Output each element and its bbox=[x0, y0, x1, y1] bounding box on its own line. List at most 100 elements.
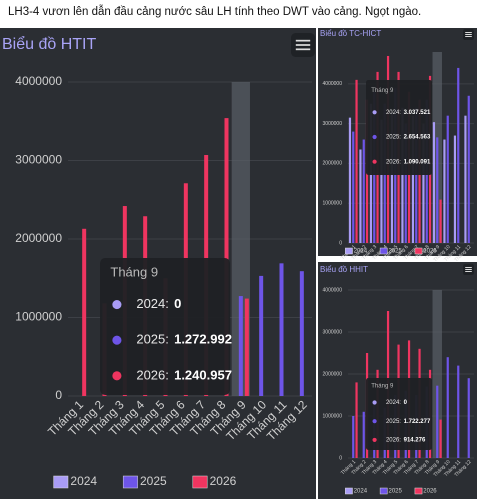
legend-swatch bbox=[379, 247, 388, 255]
legend-swatch bbox=[345, 487, 353, 495]
bar bbox=[362, 411, 365, 458]
bar bbox=[464, 115, 467, 243]
legend-label: 2026 bbox=[423, 489, 437, 495]
bar bbox=[82, 228, 87, 396]
y-tick-label: 1000000 bbox=[15, 310, 62, 324]
bar bbox=[359, 149, 362, 243]
tooltip-value: 1.090.091 bbox=[404, 159, 431, 165]
legend-label: 2024 bbox=[354, 489, 368, 495]
legend-swatch bbox=[379, 487, 388, 495]
tooltip-label: 2024: bbox=[136, 296, 169, 311]
tooltip-value: 3.037.521 bbox=[404, 110, 431, 116]
tooltip bbox=[100, 258, 230, 395]
tooltip-value: 0 bbox=[404, 400, 408, 406]
y-tick-label: 3000000 bbox=[323, 121, 343, 127]
tooltip-dot bbox=[372, 419, 377, 424]
y-tick-label: 4000000 bbox=[15, 74, 62, 88]
tooltip-label: 2026: bbox=[386, 437, 401, 443]
caption: LH3-4 vươn lên dẫn đầu cảng nước sâu LH … bbox=[8, 5, 421, 18]
tooltip-label: 2024: bbox=[386, 400, 401, 406]
tooltip-dot bbox=[372, 110, 377, 115]
y-tick-label: 0 bbox=[339, 455, 342, 461]
bar bbox=[299, 271, 304, 396]
tooltip-value: 1.240.957 bbox=[174, 367, 232, 382]
bar bbox=[436, 385, 439, 458]
tooltip-label: 2026: bbox=[136, 367, 169, 382]
bar bbox=[439, 199, 442, 243]
tooltip-dot bbox=[112, 335, 122, 345]
y-tick-label: 4000000 bbox=[323, 81, 343, 87]
bar bbox=[446, 357, 449, 458]
bar bbox=[355, 79, 358, 244]
bar bbox=[259, 275, 264, 396]
bar bbox=[467, 95, 470, 243]
tooltip-value: 2.654.563 bbox=[404, 135, 431, 141]
legend-swatch bbox=[414, 247, 423, 255]
bar bbox=[348, 117, 352, 243]
tooltip-dot bbox=[372, 437, 377, 443]
bar bbox=[380, 119, 383, 243]
y-tick-label: 3000000 bbox=[15, 153, 62, 167]
hover-highlight bbox=[432, 290, 442, 458]
tooltip bbox=[366, 378, 432, 450]
bar bbox=[436, 137, 439, 243]
y-tick-label: 2000000 bbox=[323, 161, 343, 167]
legend-label: 2025 bbox=[389, 489, 403, 495]
tooltip-label: 2025: bbox=[136, 332, 169, 347]
bar bbox=[352, 131, 355, 243]
tooltip-title: Tháng 9 bbox=[371, 88, 394, 94]
bar bbox=[355, 382, 358, 458]
bar bbox=[401, 107, 404, 243]
bar bbox=[415, 107, 418, 243]
legend-swatch bbox=[414, 487, 423, 495]
y-tick-label: 1000000 bbox=[323, 413, 343, 419]
y-tick-label: 2000000 bbox=[15, 231, 62, 245]
y-tick-label: 4000000 bbox=[323, 287, 343, 293]
bar bbox=[422, 123, 425, 243]
tooltip-title: Tháng 9 bbox=[110, 265, 158, 280]
legend-swatch bbox=[122, 475, 138, 489]
y-tick-label: 0 bbox=[339, 240, 342, 246]
legend-label: 2025 bbox=[140, 474, 167, 488]
chart-title: Biểu đồ HHIT bbox=[320, 265, 368, 274]
bar bbox=[432, 122, 436, 243]
tooltip-dot bbox=[372, 159, 377, 164]
bar bbox=[457, 67, 460, 244]
legend-swatch bbox=[53, 475, 69, 489]
bar bbox=[439, 419, 442, 458]
bar bbox=[224, 118, 229, 397]
bar bbox=[411, 115, 415, 243]
legend-label: 2024 bbox=[354, 249, 368, 255]
bar bbox=[362, 139, 365, 243]
tooltip bbox=[366, 80, 432, 175]
legend-label: 2025 bbox=[389, 249, 403, 255]
tooltip-label: 2026: bbox=[386, 159, 401, 165]
tooltip-dot bbox=[112, 300, 122, 310]
bar bbox=[244, 298, 249, 396]
bar bbox=[352, 416, 355, 458]
tooltip-dot bbox=[372, 134, 377, 140]
bar bbox=[453, 135, 457, 243]
tooltip-value: 1.722.277 bbox=[404, 419, 431, 425]
y-tick-label: 3000000 bbox=[323, 329, 343, 335]
bar bbox=[467, 378, 470, 458]
legend-label: 2026 bbox=[210, 474, 237, 488]
tooltip-dot bbox=[112, 371, 122, 381]
bar bbox=[443, 139, 446, 243]
tooltip-value: 1.272.992 bbox=[174, 332, 232, 347]
chart-title: Biểu đồ HTIT bbox=[2, 35, 96, 53]
bar bbox=[238, 296, 243, 396]
bar bbox=[279, 263, 284, 396]
tooltip-label: 2024: bbox=[386, 110, 401, 116]
tooltip-dot bbox=[372, 400, 377, 405]
bar bbox=[446, 115, 449, 243]
tooltip-label: 2025: bbox=[386, 419, 401, 425]
tooltip-label: 2025: bbox=[386, 135, 401, 141]
tooltip-value: 914.276 bbox=[404, 437, 426, 443]
y-tick-label: 2000000 bbox=[323, 371, 343, 377]
legend-label: 2024 bbox=[70, 474, 97, 488]
tooltip-title: Tháng 9 bbox=[371, 383, 394, 389]
y-tick-label: 0 bbox=[55, 388, 62, 402]
legend-swatch bbox=[192, 475, 208, 489]
